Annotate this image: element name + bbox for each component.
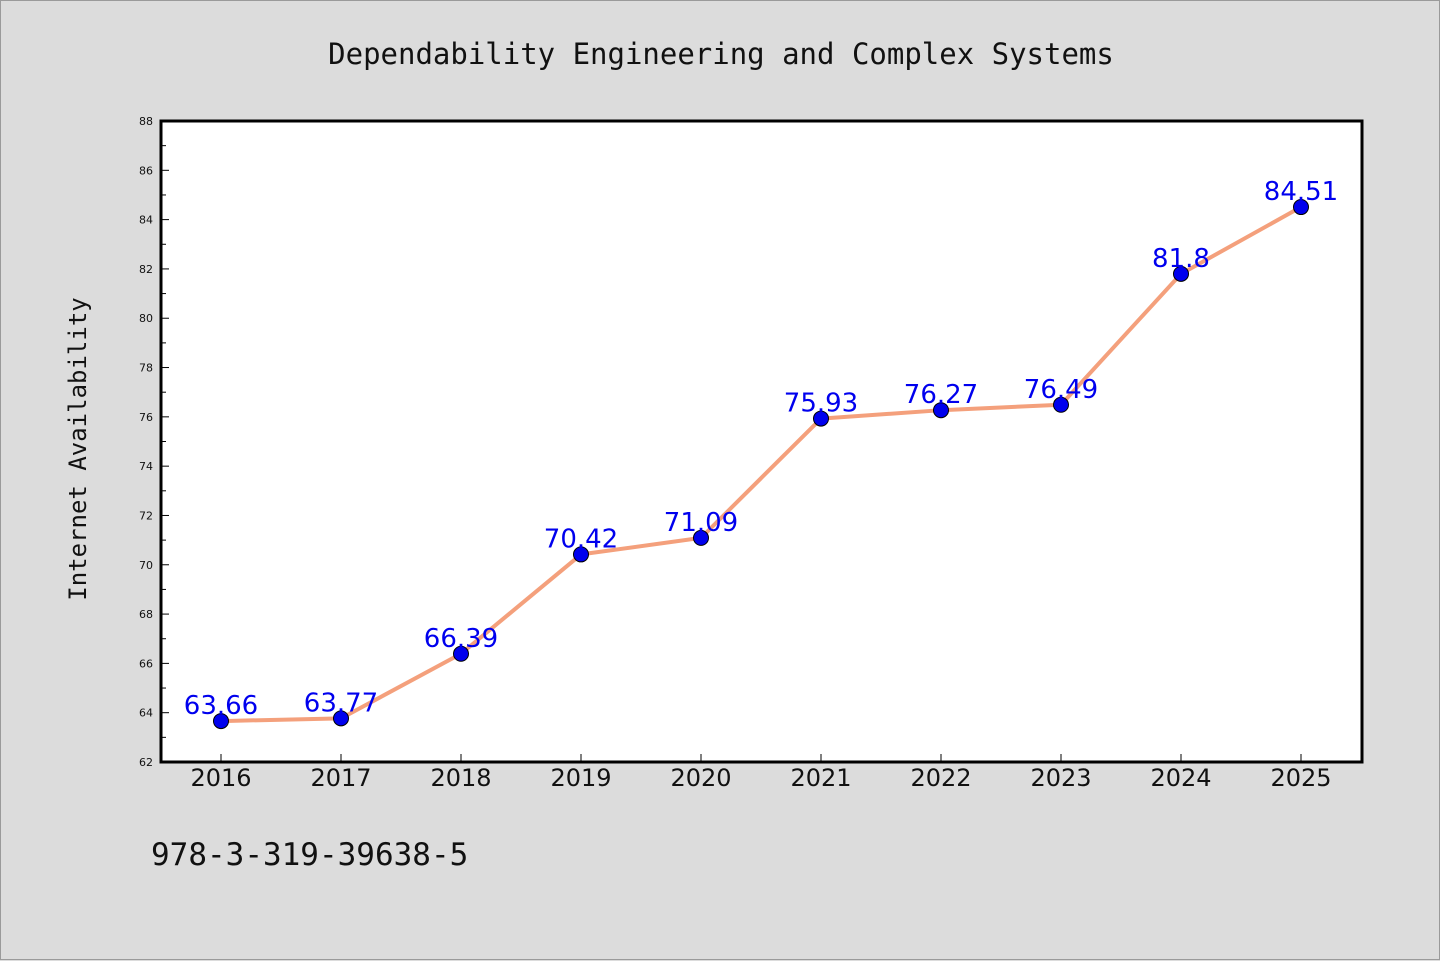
x-tick-label: 2021: [790, 764, 851, 792]
y-tick-label: 82: [139, 263, 153, 276]
y-tick-label: 70: [139, 559, 153, 572]
y-tick-label: 76: [139, 411, 153, 424]
x-tick-label: 2022: [910, 764, 971, 792]
x-tick-label: 2019: [550, 764, 611, 792]
data-point: [693, 529, 709, 546]
y-tick-label: 64: [139, 707, 153, 720]
data-label: 81.8: [1152, 244, 1210, 274]
series-line: [219, 205, 1303, 724]
y-tick-label: 74: [139, 460, 153, 473]
x-axis-ticks: 2016 2017 2018 2019 2020 2021 2022 2023 2024 2025: [190, 754, 1332, 792]
x-tick-label: 2023: [1030, 764, 1091, 792]
data-label: 63.77: [304, 688, 378, 718]
data-label: 66.39: [424, 624, 498, 654]
data-label: 76.49: [1024, 375, 1098, 405]
x-tick-label: 2017: [310, 764, 371, 792]
data-point: [1293, 199, 1309, 216]
x-tick-label: 2020: [670, 764, 731, 792]
data-point: [1053, 396, 1069, 413]
data-label: 84.51: [1264, 177, 1338, 207]
x-tick-label: 2016: [190, 764, 251, 792]
chart-title: Dependability Engineering and Complex Sy…: [328, 37, 1114, 71]
plot-area: [161, 121, 1362, 762]
data-label: 70.42: [544, 524, 618, 554]
data-label: 63.66: [184, 691, 258, 721]
y-tick-label: 66: [139, 657, 153, 670]
y-tick-label: 72: [139, 509, 153, 522]
data-label: 75.93: [784, 389, 858, 419]
y-tick-label: 78: [139, 362, 153, 375]
y-tick-label: 88: [139, 115, 153, 128]
y-tick-label: 62: [139, 756, 153, 769]
y-axis-label: Internet Availability: [64, 297, 92, 600]
data-point: [453, 645, 469, 662]
data-label: 71.09: [664, 508, 738, 538]
data-point: [933, 402, 949, 419]
y-axis-ticks: 62 64 66 68 70 72 74 76 78 80 82 84 86 88: [139, 115, 169, 769]
y-tick-label: 84: [139, 214, 153, 227]
data-point: [213, 713, 229, 730]
data-labels-layer: 63.66 63.77 66.39 70.42 71.09 75.93 76.27 76.49…: [184, 177, 1338, 721]
y-tick-label: 86: [139, 164, 153, 177]
footer-code: 978-3-319-39638-5: [151, 837, 468, 873]
y-tick-label: 80: [139, 312, 153, 325]
y-tick-label: 68: [139, 608, 153, 621]
data-point: [1173, 265, 1189, 282]
plot-border: [159, 119, 1364, 764]
series-layer: [213, 199, 1309, 730]
x-tick-label: 2025: [1270, 764, 1331, 792]
x-tick-label: 2018: [430, 764, 491, 792]
data-point: [333, 710, 349, 727]
data-point: [573, 546, 589, 563]
data-label: 76.27: [904, 380, 978, 410]
x-tick-label: 2024: [1150, 764, 1211, 792]
data-point: [813, 410, 829, 427]
